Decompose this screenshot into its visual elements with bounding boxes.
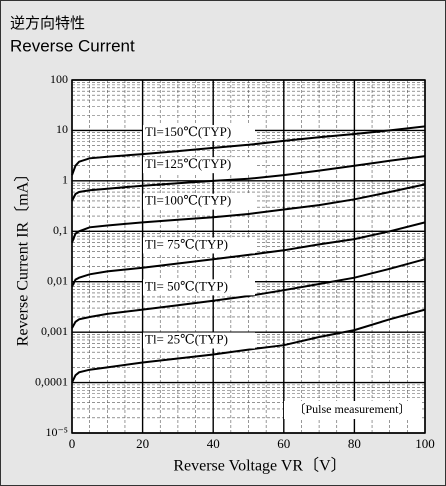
x-tick-label: 40 (207, 436, 220, 451)
y-tick-label: 0,1 (53, 223, 68, 237)
y-tick-label: 0,001 (41, 324, 68, 338)
curve-label-bg (143, 332, 255, 349)
curve-label-bg (143, 279, 255, 296)
curve-label: Tl=125℃(TYP) (145, 156, 231, 171)
chart-title: 逆方向特性 (10, 15, 85, 32)
curve-label: Tl= 25℃(TYP) (145, 331, 228, 346)
y-tick-label: 10 (56, 122, 68, 136)
curve-label: Tl=150℃(TYP) (145, 124, 231, 139)
line (71, 308, 426, 384)
y-tick-label: 10⁻⁵ (45, 425, 68, 439)
annotation-bg (284, 401, 420, 419)
line (71, 125, 426, 176)
line (71, 258, 426, 329)
y-tick-label: 100 (50, 72, 68, 86)
line (71, 183, 426, 243)
line (71, 155, 426, 202)
y-tick-label: 0,0001 (35, 374, 68, 388)
chart-subtitle: Reverse Current (10, 36, 135, 55)
x-tick-label: 100 (415, 436, 435, 451)
curve-label: Tl= 50℃(TYP) (145, 278, 228, 293)
curve-label: Tl=100℃(TYP) (145, 193, 231, 208)
curve-label-bg (143, 157, 255, 174)
x-tick-label: 80 (348, 436, 361, 451)
x-axis-label: Reverse Voltage VR〔V〕 (173, 457, 346, 475)
y-axis-label: Reverse Current IR〔mA〕 (14, 166, 32, 346)
curve-label-bg (143, 125, 255, 142)
x-tick-label: 20 (136, 436, 149, 451)
x-tick-label: 60 (277, 436, 290, 451)
y-tick-label: 0,01 (47, 273, 68, 287)
curve-label-bg (143, 237, 255, 254)
annotation: 〔Pulse measurement〕 (294, 402, 411, 416)
y-tick-label: 1 (62, 173, 68, 187)
curve-label-bg (143, 193, 255, 210)
curve-label: Tl= 75℃(TYP) (145, 236, 228, 251)
line (71, 221, 426, 288)
x-tick-label: 0 (69, 436, 76, 451)
